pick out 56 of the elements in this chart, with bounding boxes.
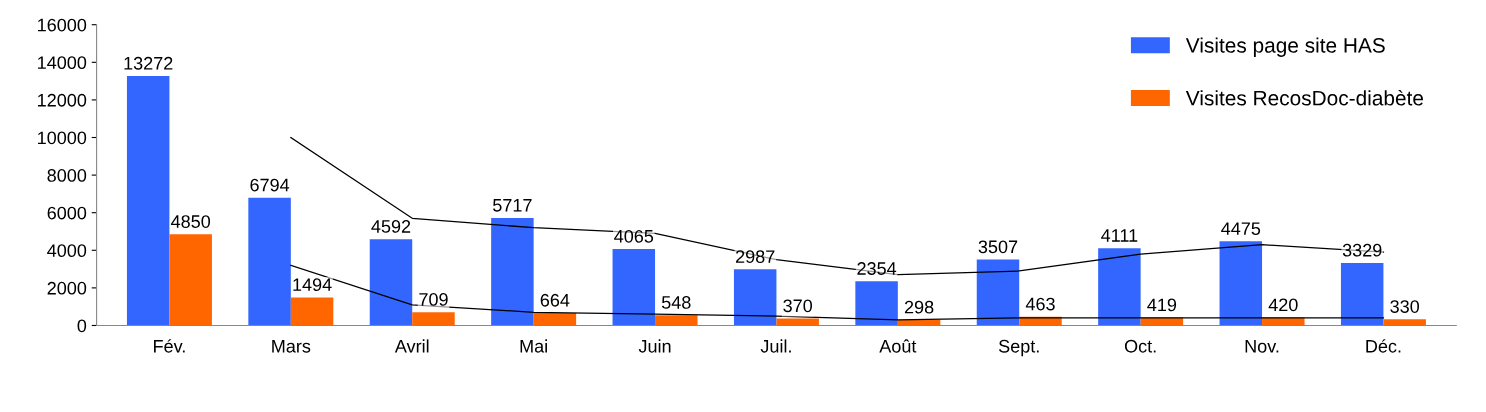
data-label: 4850 xyxy=(171,215,211,228)
y-tick-label: 12000 xyxy=(38,93,87,107)
x-tick-label: Juil. xyxy=(760,339,791,353)
data-label: 420 xyxy=(1268,298,1298,312)
bar xyxy=(491,218,534,326)
data-label: 298 xyxy=(904,300,934,314)
data-label: 419 xyxy=(1147,298,1177,312)
x-tick-label: Nov. xyxy=(1245,340,1279,353)
data-label: 4592 xyxy=(371,220,411,233)
line-series xyxy=(290,136,1385,276)
y-tick-label: 6000 xyxy=(47,206,87,220)
x-tick-label: Fév. xyxy=(154,339,185,353)
y-tick-label: 14000 xyxy=(38,56,87,70)
data-label: 4111 xyxy=(1101,229,1138,242)
legend-label: Visites page site HAS xyxy=(1185,37,1385,57)
bar xyxy=(612,249,656,326)
data-label: 6794 xyxy=(250,178,290,192)
data-label: 548 xyxy=(661,296,691,309)
bar xyxy=(1340,262,1384,326)
x-tick-label: Mai xyxy=(520,339,547,353)
y-tick-label: 16000 xyxy=(38,18,87,32)
y-tick-label: 4000 xyxy=(47,244,87,258)
data-label: 4475 xyxy=(1221,222,1261,236)
bar xyxy=(855,281,898,326)
bar xyxy=(169,234,212,326)
data-label: 664 xyxy=(540,293,570,307)
data-label: 370 xyxy=(783,299,813,313)
x-tick-label: Août xyxy=(879,339,917,353)
x-tick-label: Mars xyxy=(272,340,311,353)
line-series xyxy=(290,264,1385,321)
y-tick-label: 0 xyxy=(77,319,87,333)
data-label: 2987 xyxy=(736,250,775,263)
legend-label: Visites RecosDoc-diabète xyxy=(1185,89,1424,106)
x-tick-label: Avril xyxy=(394,339,429,353)
x-tick-label: Oct. xyxy=(1124,339,1156,353)
data-label: 4065 xyxy=(614,229,654,243)
bar xyxy=(733,269,777,326)
data-label: 463 xyxy=(1025,297,1055,311)
y-tick-label: 2000 xyxy=(47,281,87,295)
data-label: 2354 xyxy=(857,262,897,275)
bar xyxy=(126,76,170,326)
y-tick-label: 10000 xyxy=(38,131,87,145)
y-tick-label: 8000 xyxy=(47,169,87,182)
bar xyxy=(533,313,577,326)
bar xyxy=(290,297,334,326)
x-tick-label: Déc. xyxy=(1366,339,1401,353)
data-label: 5717 xyxy=(493,199,532,212)
data-label: 1494 xyxy=(293,278,332,292)
x-tick-label: Juin xyxy=(638,339,671,353)
bar xyxy=(412,312,455,326)
data-label: 13272 xyxy=(124,56,173,70)
data-label: 3507 xyxy=(978,240,1018,254)
x-tick-label: Sept. xyxy=(998,339,1039,357)
data-label: 709 xyxy=(419,293,448,306)
data-label: 3329 xyxy=(1342,243,1382,257)
data-label: 330 xyxy=(1390,300,1420,313)
